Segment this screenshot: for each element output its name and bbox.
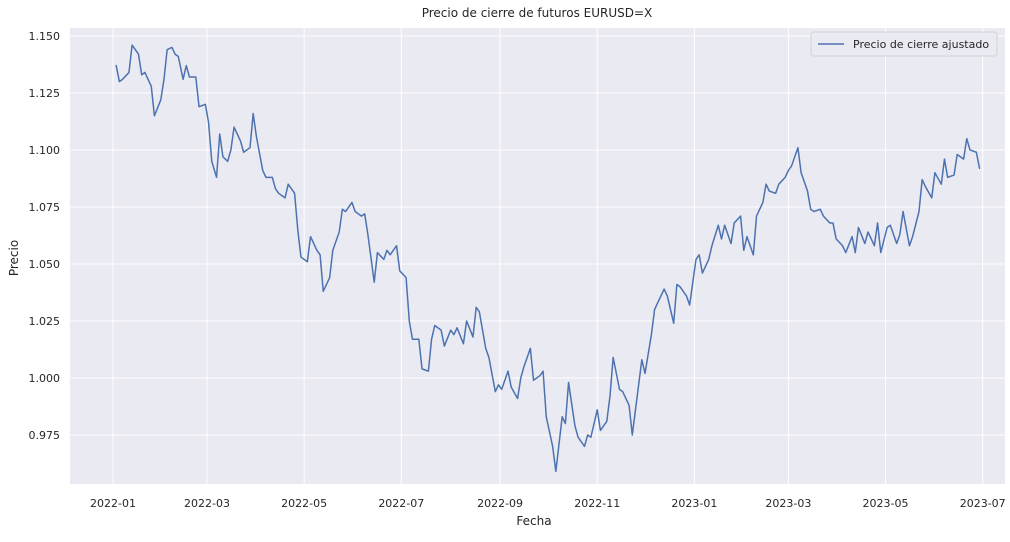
y-tick-label: 1.000 (29, 372, 61, 385)
y-axis-title: Precio (7, 240, 21, 276)
x-tick-label: 2022-11 (574, 497, 620, 510)
y-tick-label: 1.150 (29, 30, 61, 43)
legend: Precio de cierre ajustado (810, 31, 998, 57)
grid-lines (70, 28, 1005, 484)
x-tick-label: 2022-01 (90, 497, 136, 510)
x-axis-title: Fecha (516, 514, 551, 528)
series-layer (115, 44, 981, 473)
y-tick-label: 1.025 (29, 315, 61, 328)
x-tick-label: 2023-05 (863, 497, 909, 510)
x-tick-label: 2022-03 (184, 497, 230, 510)
y-tick-label: 0.975 (29, 429, 61, 442)
y-tick-label: 1.125 (29, 87, 61, 100)
legend-box (810, 31, 998, 57)
x-tick-label: 2022-09 (477, 497, 523, 510)
plot-area (70, 28, 1005, 484)
x-tick-label: 2023-03 (765, 497, 811, 510)
y-tick-label: 1.050 (29, 258, 61, 271)
y-tick-label: 1.100 (29, 144, 61, 157)
y-axis-ticks: 0.975 1.000 1.025 1.050 1.075 1.100 1.125 1.150 (29, 30, 61, 442)
x-tick-label: 2022-07 (378, 497, 424, 510)
series-line (115, 44, 981, 473)
x-axis-ticks: 2022-01 2022-03 2022-05 2022-07 2022-09 2022-… (90, 497, 1006, 510)
y-tick-label: 1.075 (29, 201, 61, 214)
x-tick-label: 2023-01 (671, 497, 717, 510)
legend-label: Precio de cierre ajustado (853, 38, 989, 51)
chart-title: Precio de cierre de futuros EURUSD=X (422, 6, 653, 20)
x-tick-label: 2023-07 (960, 497, 1006, 510)
x-tick-label: 2022-05 (281, 497, 327, 510)
